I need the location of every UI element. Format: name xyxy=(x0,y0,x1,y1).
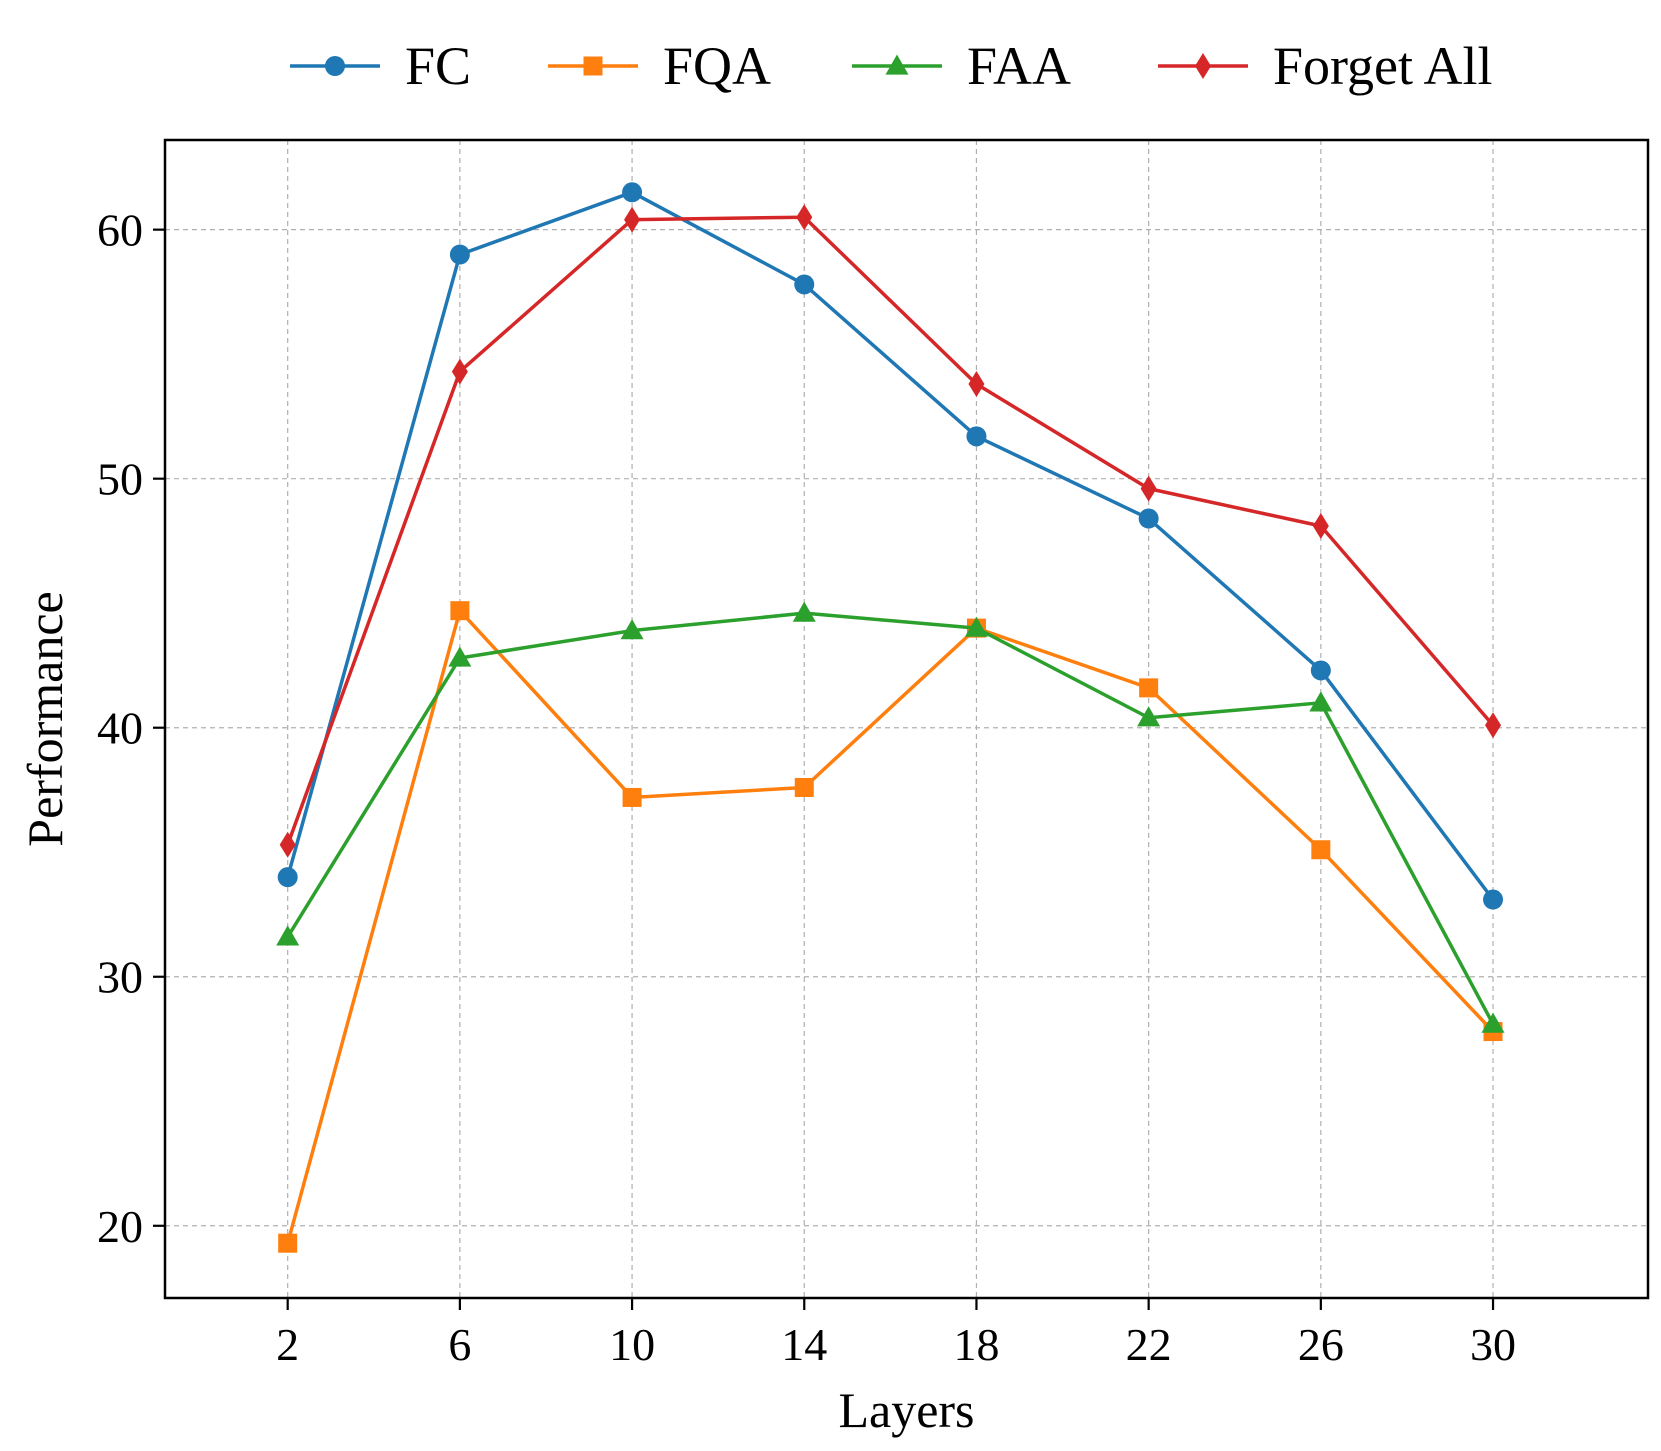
data-point xyxy=(277,867,298,888)
x-tick-label: 26 xyxy=(1298,1319,1344,1370)
series-forget-all xyxy=(279,204,1502,858)
data-point xyxy=(622,182,643,203)
legend-marker xyxy=(325,56,345,76)
data-point xyxy=(1309,691,1333,712)
series-line xyxy=(285,608,1495,1244)
x-tick-label: 14 xyxy=(781,1319,827,1370)
series-line xyxy=(285,190,1495,901)
data-point xyxy=(1139,678,1159,698)
x-tick-label: 30 xyxy=(1470,1319,1516,1370)
legend-label: FAA xyxy=(967,36,1071,96)
legend-marker xyxy=(1195,53,1211,79)
data-point xyxy=(1312,513,1329,539)
data-point xyxy=(278,1233,298,1253)
data-point xyxy=(964,616,988,637)
data-point xyxy=(276,925,300,946)
data-point xyxy=(1137,706,1161,727)
x-tick-label: 6 xyxy=(448,1319,471,1370)
y-tick-label: 50 xyxy=(97,454,143,505)
y-axis-label: Performance xyxy=(17,591,73,846)
data-point xyxy=(624,206,641,233)
x-tick-label: 2 xyxy=(276,1319,299,1370)
data-point xyxy=(449,244,470,265)
data-point xyxy=(620,619,644,640)
y-tick-label: 60 xyxy=(97,205,143,256)
data-point xyxy=(1140,475,1157,502)
legend-item: FAA xyxy=(852,36,1071,96)
data-point xyxy=(1481,1012,1505,1033)
series-line xyxy=(286,611,1495,1025)
legend-item: FC xyxy=(290,36,471,96)
data-point xyxy=(796,204,813,231)
series-line xyxy=(286,215,1495,846)
data-point xyxy=(792,601,816,622)
x-axis-label: Layers xyxy=(838,1382,974,1438)
x-tick-label: 22 xyxy=(1126,1319,1172,1370)
x-tick-label: 18 xyxy=(953,1319,999,1370)
y-tick-label: 20 xyxy=(97,1201,143,1252)
data-point xyxy=(1138,508,1159,529)
series-fc xyxy=(277,182,1504,910)
plot-area-frame xyxy=(163,138,1650,1300)
legend-item: Forget All xyxy=(1158,36,1493,96)
data-point xyxy=(1485,712,1502,739)
grid-lines xyxy=(165,140,1648,1298)
legend-item: FQA xyxy=(548,36,771,96)
series-faa xyxy=(276,601,1505,1033)
legend-label: Forget All xyxy=(1273,36,1493,96)
data-point xyxy=(1483,889,1504,910)
data-point xyxy=(448,646,472,667)
data-point xyxy=(1311,840,1331,860)
legend: FC FQA FAA Forget All xyxy=(290,36,1493,96)
data-point xyxy=(451,358,468,385)
data-point xyxy=(968,371,985,398)
legend-marker xyxy=(583,56,603,76)
x-tick-label: 10 xyxy=(609,1319,655,1370)
data-point xyxy=(1310,660,1331,681)
legend-label: FC xyxy=(405,36,471,96)
data-point xyxy=(794,777,814,797)
y-tick-label: 30 xyxy=(97,952,143,1003)
data-point xyxy=(279,831,296,858)
y-tick-label: 40 xyxy=(97,703,143,754)
legend-marker xyxy=(885,54,909,75)
plot-series xyxy=(276,182,1505,1253)
data-point xyxy=(622,787,642,807)
data-point xyxy=(966,426,987,447)
legend-label: FQA xyxy=(663,36,771,96)
data-point xyxy=(450,601,470,621)
data-point xyxy=(794,274,815,295)
